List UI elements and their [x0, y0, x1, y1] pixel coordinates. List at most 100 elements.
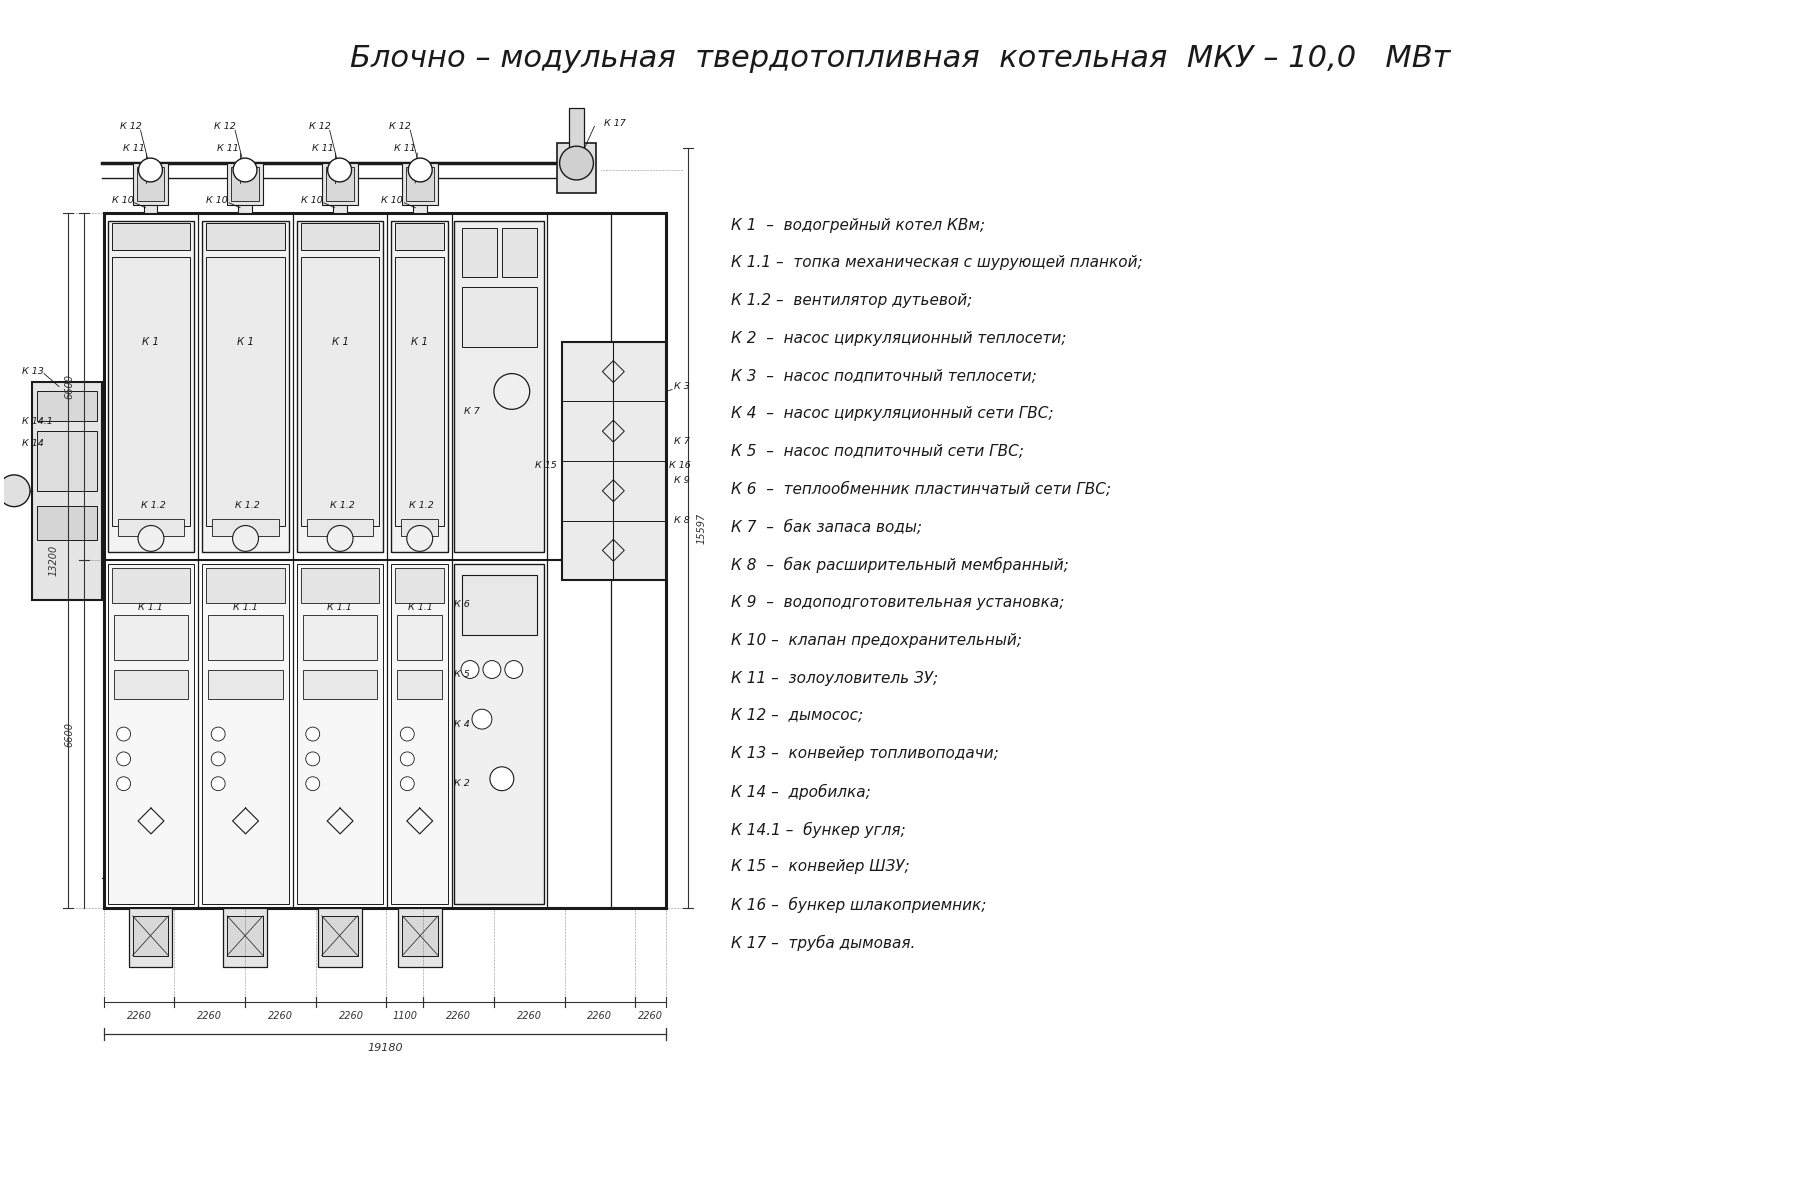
Text: К 6: К 6: [454, 600, 470, 610]
Bar: [227, 916, 263, 955]
Bar: [398, 614, 443, 660]
Bar: [38, 431, 97, 491]
Text: К 1.2: К 1.2: [329, 502, 355, 510]
Text: 15597: 15597: [697, 512, 707, 544]
Circle shape: [211, 752, 225, 766]
Text: К 15 –  конвейер ШЗУ;: К 15 – конвейер ШЗУ;: [731, 859, 909, 874]
Text: 2260: 2260: [338, 1012, 364, 1021]
Circle shape: [234, 158, 257, 182]
Text: 2260: 2260: [446, 1012, 472, 1021]
Text: 2260: 2260: [587, 1012, 612, 1021]
Text: К 1.1: К 1.1: [328, 604, 353, 612]
Text: К 9: К 9: [673, 476, 689, 485]
Text: К 13 –  конвейер топливоподачи;: К 13 – конвейер топливоподачи;: [731, 746, 999, 761]
Text: К 10 –  клапан предохранительный;: К 10 – клапан предохранительный;: [731, 632, 1022, 648]
Circle shape: [504, 660, 522, 678]
Text: К 6  –  теплообменник пластинчатый сети ГВС;: К 6 – теплообменник пластинчатый сети ГВ…: [731, 482, 1111, 497]
Text: К 12: К 12: [310, 122, 331, 131]
Text: К 5  –  насос подпиточный сети ГВС;: К 5 – насос подпиточный сети ГВС;: [731, 444, 1024, 460]
Bar: [202, 221, 288, 552]
Bar: [502, 228, 536, 277]
Bar: [112, 223, 191, 251]
Bar: [113, 614, 189, 660]
Bar: [212, 518, 279, 536]
Text: АКВАР: АКВАР: [95, 487, 590, 673]
Circle shape: [117, 727, 131, 742]
Text: К 4: К 4: [454, 720, 470, 728]
Bar: [407, 167, 434, 200]
Text: К 1: К 1: [142, 337, 160, 347]
Bar: [556, 143, 596, 193]
Text: 2260: 2260: [198, 1012, 221, 1021]
Text: К 14 –  дробилка;: К 14 – дробилка;: [731, 784, 871, 800]
Circle shape: [409, 158, 432, 182]
Text: К 7: К 7: [673, 437, 689, 445]
Circle shape: [139, 526, 164, 551]
Bar: [403, 916, 437, 955]
Circle shape: [306, 752, 320, 766]
Circle shape: [400, 776, 414, 791]
Circle shape: [328, 526, 353, 551]
Text: К 12: К 12: [214, 122, 236, 131]
Bar: [38, 505, 97, 540]
Text: К 17 –  труба дымовая.: К 17 – труба дымовая.: [731, 935, 914, 950]
Bar: [463, 228, 497, 277]
Bar: [391, 221, 448, 552]
Circle shape: [139, 158, 162, 182]
Text: 6600: 6600: [65, 721, 76, 746]
Text: К 1.2: К 1.2: [140, 502, 166, 510]
Bar: [414, 163, 427, 212]
Text: 6600: 6600: [65, 374, 76, 398]
Bar: [319, 908, 362, 967]
Text: 19180: 19180: [367, 1043, 403, 1052]
Circle shape: [211, 776, 225, 791]
Text: К 1.2: К 1.2: [236, 502, 259, 510]
Text: К 16 –  бункер шлакоприемник;: К 16 – бункер шлакоприемник;: [731, 896, 986, 913]
Circle shape: [461, 660, 479, 678]
Text: К 3  –  насос подпиточный теплосети;: К 3 – насос подпиточный теплосети;: [731, 368, 1037, 384]
Bar: [333, 163, 347, 212]
Text: 2260: 2260: [268, 1012, 293, 1021]
Bar: [396, 257, 445, 526]
Circle shape: [211, 727, 225, 742]
Bar: [32, 382, 103, 600]
Bar: [108, 221, 194, 552]
Text: К 15: К 15: [535, 462, 556, 470]
Text: 1100: 1100: [392, 1012, 418, 1021]
Circle shape: [117, 752, 131, 766]
Circle shape: [400, 752, 414, 766]
Text: К 1: К 1: [238, 337, 254, 347]
Text: К 7  –  бак запаса воды;: К 7 – бак запаса воды;: [731, 520, 922, 535]
Circle shape: [306, 776, 320, 791]
Text: К 10: К 10: [207, 197, 229, 205]
Bar: [209, 670, 283, 700]
Bar: [238, 163, 252, 212]
Bar: [223, 908, 266, 967]
Text: К 13: К 13: [22, 367, 43, 376]
Text: К 8  –  бак расширительный мембранный;: К 8 – бак расширительный мембранный;: [731, 557, 1069, 574]
Text: К 5: К 5: [454, 670, 470, 679]
Text: К 1.2: К 1.2: [409, 502, 434, 510]
Text: К 7: К 7: [464, 407, 481, 416]
Text: Блочно – модульная  твердотопливная  котельная  МКУ – 10,0   МВт: Блочно – модульная твердотопливная котел…: [349, 44, 1451, 73]
Bar: [301, 223, 380, 251]
Text: К 14: К 14: [22, 438, 43, 448]
Bar: [401, 518, 437, 536]
Bar: [297, 221, 383, 552]
Circle shape: [490, 767, 513, 791]
Circle shape: [482, 660, 500, 678]
Text: 13200: 13200: [49, 545, 59, 576]
Text: К 11 –  золоуловитель ЗУ;: К 11 – золоуловитель ЗУ;: [731, 671, 938, 685]
Bar: [322, 916, 358, 955]
Text: К 10: К 10: [112, 197, 133, 205]
Circle shape: [232, 526, 259, 551]
Bar: [301, 569, 380, 602]
Text: К 1.1: К 1.1: [232, 604, 257, 612]
Text: К 12: К 12: [121, 122, 142, 131]
Text: К 1.1: К 1.1: [409, 604, 432, 612]
Bar: [133, 916, 169, 955]
Bar: [104, 212, 666, 908]
Bar: [117, 518, 184, 536]
Text: К 10: К 10: [301, 197, 322, 205]
Text: 2260: 2260: [126, 1012, 151, 1021]
